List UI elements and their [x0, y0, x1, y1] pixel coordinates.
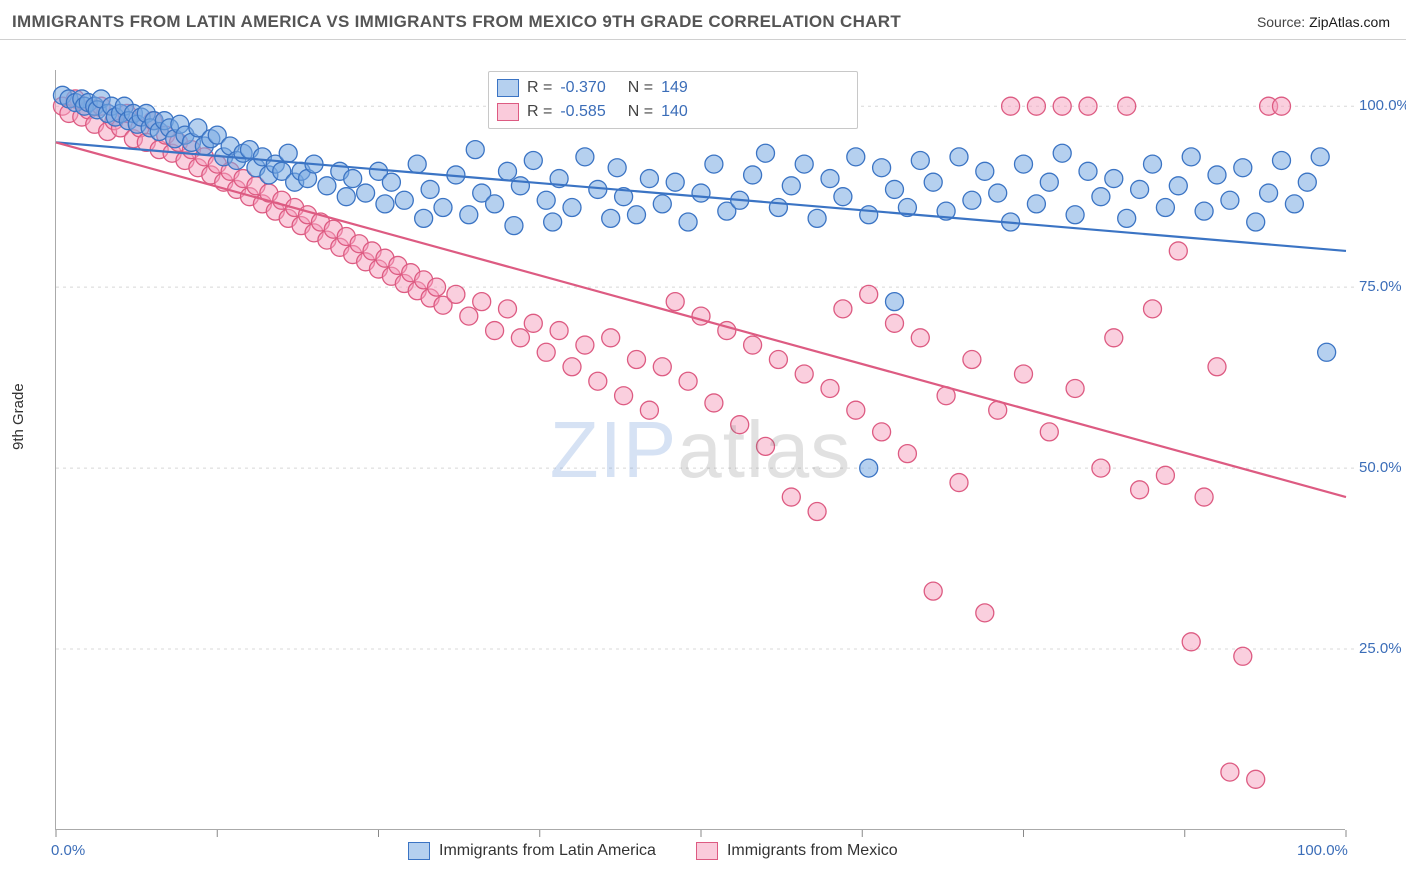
header-bar: IMMIGRANTS FROM LATIN AMERICA VS IMMIGRA… [0, 0, 1406, 40]
plot-area: ZIPatlas R = -0.370 N = 149 R = -0.585 N… [55, 70, 1345, 830]
legend-item-pink: Immigrants from Mexico [696, 842, 898, 860]
swatch-pink [696, 842, 718, 860]
n-value-blue: 149 [661, 79, 688, 97]
correlation-legend: R = -0.370 N = 149 R = -0.585 N = 140 [488, 71, 858, 129]
n-value-pink: 140 [661, 103, 688, 121]
r-value-blue: -0.370 [560, 79, 605, 97]
swatch-blue [497, 79, 519, 97]
x-tick-label: 100.0% [1297, 842, 1348, 859]
legend-label-pink: Immigrants from Mexico [727, 842, 898, 860]
legend-row-pink: R = -0.585 N = 140 [497, 100, 849, 124]
plot-svg [56, 70, 1346, 830]
source-link[interactable]: ZipAtlas.com [1309, 14, 1390, 30]
source-attribution: Source: ZipAtlas.com [1257, 14, 1390, 30]
r-label: R = [527, 103, 552, 121]
legend-row-blue: R = -0.370 N = 149 [497, 76, 849, 100]
n-label: N = [628, 103, 653, 121]
legend-label-blue: Immigrants from Latin America [439, 842, 656, 860]
y-tick-label: 50.0% [1359, 459, 1402, 476]
source-label: Source: [1257, 14, 1309, 30]
r-label: R = [527, 79, 552, 97]
chart-title: IMMIGRANTS FROM LATIN AMERICA VS IMMIGRA… [12, 12, 901, 32]
r-value-pink: -0.585 [560, 103, 605, 121]
legend-item-blue: Immigrants from Latin America [408, 842, 656, 860]
series-legend: Immigrants from Latin America Immigrants… [408, 842, 898, 860]
y-tick-label: 100.0% [1359, 97, 1406, 114]
n-label: N = [628, 79, 653, 97]
y-tick-label: 75.0% [1359, 278, 1402, 295]
y-axis-label: 9th Grade [10, 383, 27, 450]
y-tick-label: 25.0% [1359, 640, 1402, 657]
swatch-blue [408, 842, 430, 860]
x-tick-label: 0.0% [51, 842, 85, 859]
swatch-pink [497, 103, 519, 121]
